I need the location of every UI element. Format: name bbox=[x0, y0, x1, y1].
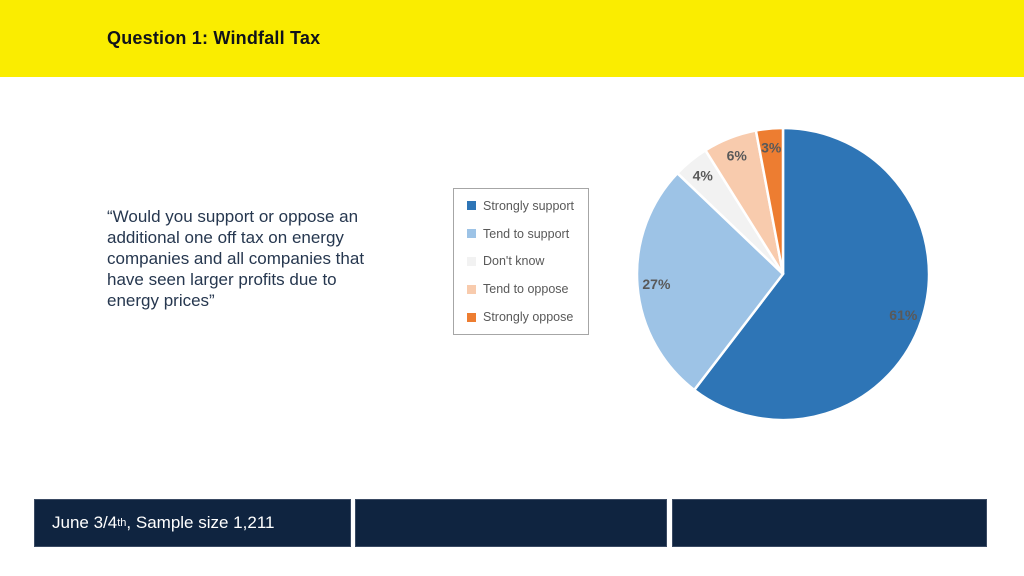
pie-slice-tend-to-support bbox=[635, 171, 785, 392]
pie-value-label: 3% bbox=[761, 140, 782, 156]
slide-header: Question 1: Windfall Tax bbox=[0, 0, 1024, 77]
quote-line: additional one off tax on energy bbox=[107, 228, 344, 247]
legend-label: Strongly oppose bbox=[483, 310, 574, 325]
page-title: Question 1: Windfall Tax bbox=[107, 28, 321, 48]
footer-sample-size: , Sample size 1,211 bbox=[126, 513, 275, 532]
legend-label: Tend to support bbox=[483, 226, 570, 241]
legend-swatch-icon bbox=[467, 312, 476, 322]
pie-value-label: 6% bbox=[727, 148, 748, 164]
footer-sample-info: June 3/4 th, Sample size 1,211 bbox=[34, 499, 351, 547]
legend-swatch-icon bbox=[467, 256, 476, 266]
legend-item-strongly-oppose: Strongly oppose bbox=[467, 306, 588, 328]
pie-chart: 61% 27% 4% 6% 3% bbox=[635, 126, 931, 422]
footer-box-3 bbox=[672, 499, 987, 547]
legend-swatch-icon bbox=[467, 229, 476, 239]
footer-box-2 bbox=[355, 499, 667, 547]
legend-item-tend-to-support: Tend to support bbox=[467, 223, 588, 245]
pie-slice-strongly-oppose bbox=[754, 126, 785, 275]
legend-label: Strongly support bbox=[483, 198, 575, 213]
quote-line: energy prices” bbox=[107, 291, 215, 310]
footer-date: June 3/4 bbox=[52, 513, 118, 532]
legend-item-dont-know: Don't know bbox=[467, 250, 588, 272]
chart-legend: Strongly support Tend to support Don't k… bbox=[453, 188, 589, 335]
legend-swatch-icon bbox=[467, 201, 476, 211]
legend-item-tend-to-oppose: Tend to oppose bbox=[467, 278, 588, 300]
legend-label: Tend to oppose bbox=[483, 282, 569, 297]
pie-value-label: 61% bbox=[889, 307, 918, 323]
pie-value-label: 27% bbox=[642, 276, 671, 292]
pie-value-label: 4% bbox=[693, 168, 714, 184]
quote-line: “Would you support or oppose an bbox=[107, 207, 359, 226]
legend-swatch-icon bbox=[467, 284, 476, 294]
quote-line: companies and all companies that bbox=[107, 249, 365, 268]
survey-question-quote: “Would you support or oppose an addition… bbox=[107, 206, 407, 311]
pie-slice-strongly-support bbox=[692, 126, 931, 422]
legend-label: Don't know bbox=[483, 254, 545, 269]
quote-line: have seen larger profits due to bbox=[107, 270, 337, 289]
legend-item-strongly-support: Strongly support bbox=[467, 195, 588, 217]
